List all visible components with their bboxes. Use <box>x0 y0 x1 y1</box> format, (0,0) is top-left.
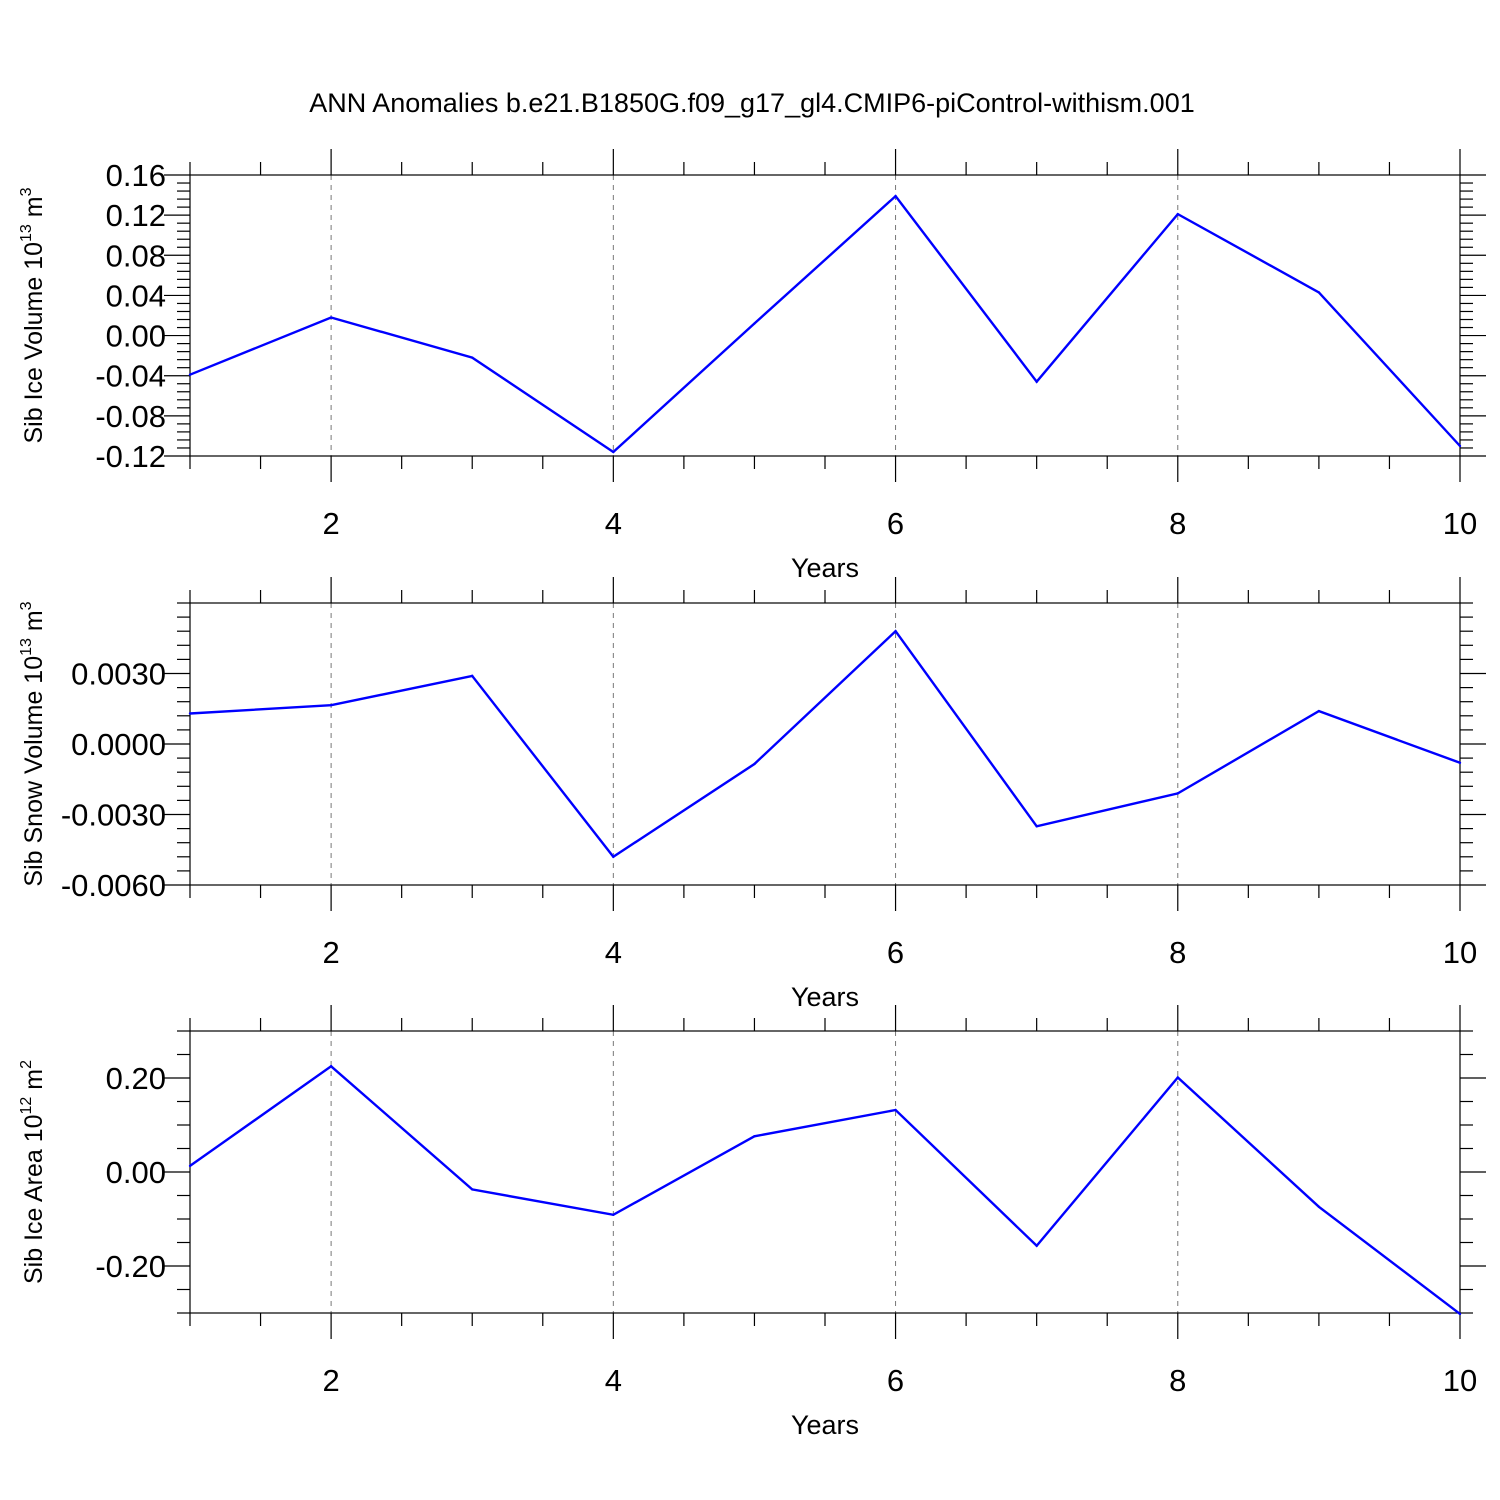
panel-ice-volume: 2 4 6 8 10 -0.12 -0.08 -0.04 0.00 0.04 0.08 0.12 0.1… <box>18 149 1486 583</box>
y-tick-label-ice-volume: 0.04 <box>106 278 166 313</box>
data-point-snow-volume-0 <box>188 712 192 715</box>
y-axis-label-snow-volume: Sib Snow Volume 1013 m3 <box>18 601 48 886</box>
data-point-ice-volume-5 <box>894 194 897 198</box>
x-tick-label-ice-volume: 4 <box>605 506 622 541</box>
y-axis-label-ice-area: Sib Ice Area 1012 m2 <box>18 1060 48 1284</box>
data-point-ice-area-6 <box>1035 1244 1038 1247</box>
x-tick-label-ice-volume: 10 <box>1443 506 1477 541</box>
y-tick-label-ice-volume: -0.04 <box>95 359 166 394</box>
data-point-snow-volume-8 <box>1317 709 1321 713</box>
y-tick-label-ice-area: -0.20 <box>95 1249 166 1284</box>
y-axis-label-unit-exp-snow-volume: 3 <box>18 601 35 610</box>
y-tick-label-ice-volume: 0.12 <box>106 198 166 233</box>
series-line-snow-volume <box>189 629 1461 859</box>
data-point-snow-volume-4 <box>753 762 756 766</box>
y-axis-label-unit-snow-volume: m <box>20 610 48 638</box>
x-tick-label-snow-volume: 8 <box>1169 935 1186 970</box>
x-tick-label-snow-volume: 4 <box>605 935 622 970</box>
data-point-ice-volume-6 <box>1035 380 1038 383</box>
plot-frame-ice-area <box>189 1030 1461 1314</box>
data-point-snow-volume-6 <box>1035 825 1038 828</box>
data-point-ice-area-4 <box>753 1135 756 1138</box>
y-axis-label-base-snow-volume: Sib Snow Volume 10 <box>20 656 48 887</box>
data-point-snow-volume-9 <box>1458 761 1462 764</box>
plot-frame-ice-volume <box>189 174 1461 457</box>
data-point-ice-volume-1 <box>329 316 333 319</box>
data-point-snow-volume-3 <box>612 855 615 858</box>
x-tick-label-snow-volume: 2 <box>322 935 339 970</box>
y-tick-label-ice-volume: 0.16 <box>106 158 166 193</box>
y-tick-label-ice-area: 0.00 <box>106 1155 166 1190</box>
x-axis-label-ice-volume: Years <box>791 553 859 583</box>
x-tick-label-ice-area: 8 <box>1169 1363 1186 1398</box>
y-axis-label-ice-volume: Sib Ice Volume 1013 m3 <box>18 187 48 443</box>
y-tick-label-ice-volume: -0.08 <box>95 399 166 434</box>
x-tick-label-ice-area: 6 <box>887 1363 904 1398</box>
y-tick-label-snow-volume: 0.0000 <box>71 727 166 762</box>
y-axis-label-exp-ice-volume: 13 <box>18 224 35 242</box>
data-point-snow-volume-2 <box>471 674 474 678</box>
x-tick-label-ice-area: 2 <box>322 1363 339 1398</box>
y-tick-label-ice-area: 0.20 <box>106 1061 166 1096</box>
x-axis-label-ice-area: Years <box>791 1410 859 1440</box>
data-point-snow-volume-1 <box>329 704 333 707</box>
data-point-ice-area-0 <box>188 1164 192 1168</box>
x-tick-label-ice-volume: 8 <box>1169 506 1186 541</box>
y-axis-label-unit-ice-volume: m <box>20 196 48 224</box>
x-tick-label-snow-volume: 6 <box>887 935 904 970</box>
x-tick-label-ice-volume: 2 <box>322 506 339 541</box>
y-axis-label-unit-ice-area: m <box>20 1069 48 1097</box>
data-point-ice-area-2 <box>471 1188 474 1191</box>
data-point-ice-area-8 <box>1317 1205 1321 1208</box>
figure-title: ANN Anomalies b.e21.B1850G.f09_g17_gl4.C… <box>309 88 1194 118</box>
y-tick-label-snow-volume: -0.0030 <box>61 798 166 833</box>
data-point-ice-volume-8 <box>1317 291 1321 294</box>
data-point-ice-volume-3 <box>612 450 615 454</box>
y-axis-label-unit-exp-ice-area: 2 <box>18 1060 35 1069</box>
x-tick-label-ice-area: 10 <box>1443 1363 1477 1398</box>
y-axis-label-exp-snow-volume: 13 <box>18 638 35 656</box>
series-line-ice-area <box>189 1064 1461 1315</box>
data-point-ice-area-1 <box>329 1065 333 1068</box>
y-tick-label-ice-volume: -0.12 <box>95 439 166 474</box>
data-point-snow-volume-7 <box>1176 792 1179 795</box>
data-point-ice-volume-2 <box>471 356 474 359</box>
y-axis-label-base-ice-volume: Sib Ice Volume 10 <box>20 242 48 444</box>
x-tick-label-ice-area: 4 <box>605 1363 622 1398</box>
x-tick-label-snow-volume: 10 <box>1443 935 1477 970</box>
y-axis-label-exp-ice-area: 12 <box>18 1097 35 1115</box>
data-point-ice-area-9 <box>1458 1312 1462 1316</box>
data-point-ice-area-3 <box>612 1213 615 1216</box>
data-point-snow-volume-5 <box>894 630 897 633</box>
data-point-ice-volume-7 <box>1176 212 1179 216</box>
data-point-ice-volume-4 <box>753 322 756 325</box>
series-line-ice-volume <box>189 194 1461 454</box>
data-point-ice-volume-9 <box>1458 444 1462 448</box>
y-axis-label-unit-exp-ice-volume: 3 <box>18 187 35 196</box>
y-tick-label-ice-volume: 0.00 <box>106 319 166 354</box>
y-axis-label-base-ice-area: Sib Ice Area 10 <box>20 1114 48 1284</box>
data-point-ice-area-7 <box>1176 1076 1179 1079</box>
data-point-ice-area-5 <box>894 1108 897 1112</box>
y-tick-label-snow-volume: 0.0030 <box>71 657 166 692</box>
panel-snow-volume: 2 4 6 8 10 -0.0060 -0.0030 0.0000 0.0030 Years Sib… <box>18 577 1486 1012</box>
y-tick-label-ice-volume: 0.08 <box>106 238 166 273</box>
x-axis-label-snow-volume: Years <box>791 982 859 1012</box>
plot-frame-snow-volume <box>189 602 1461 886</box>
panel-ice-area: 2 4 6 8 10 -0.20 0.00 0.20 Years Sib Ice Area 101… <box>18 1005 1486 1440</box>
y-tick-label-snow-volume: -0.0060 <box>61 868 166 903</box>
x-tick-label-ice-volume: 6 <box>887 506 904 541</box>
data-point-ice-volume-0 <box>188 373 192 376</box>
